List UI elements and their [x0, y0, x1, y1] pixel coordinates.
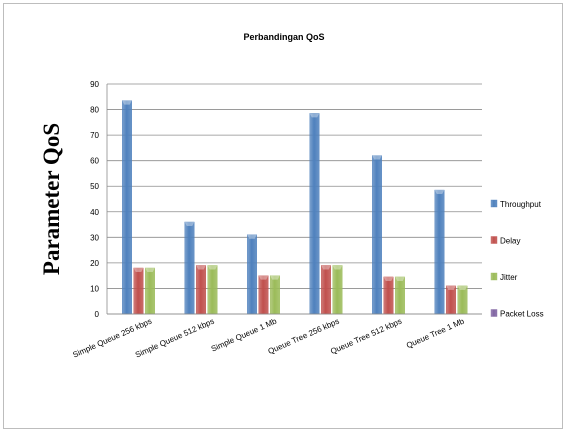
bar-bevel [321, 265, 331, 270]
y-tick-label: 40 [90, 208, 99, 217]
bar-bevel [196, 265, 206, 270]
legend: Throughput Delay Jitter Packet Loss [490, 199, 544, 319]
bars [122, 100, 468, 315]
y-tick-label: 80 [90, 106, 99, 115]
legend-label: Jitter [500, 273, 518, 282]
bar-delay [383, 276, 394, 315]
bar-bevel [383, 276, 394, 281]
y-tick-label: 50 [90, 182, 99, 191]
legend-label: Throughput [500, 200, 542, 209]
bar-bevel [133, 268, 144, 272]
bar-throughput [372, 155, 382, 315]
bar-bevel [270, 275, 280, 280]
legend-swatch [490, 309, 498, 317]
bar-throughput [434, 189, 445, 315]
legend-label: Delay [500, 237, 520, 246]
bar-delay [446, 285, 456, 315]
y-tick-label: 90 [90, 80, 99, 89]
bar-bevel [247, 234, 257, 239]
legend-swatch [490, 236, 498, 244]
bar-delay [196, 265, 206, 315]
bar-bevel [372, 155, 382, 160]
legend-swatch [490, 272, 498, 281]
y-tick-label: 30 [90, 233, 99, 242]
bar-throughput [122, 100, 132, 315]
y-tick-label: 60 [90, 157, 99, 166]
y-tick-label: 20 [90, 259, 99, 268]
bar-bevel [184, 222, 195, 226]
bar-delay [321, 265, 331, 315]
bar-jitter [145, 267, 155, 315]
y-tick-label: 10 [90, 284, 99, 293]
chart-title: Perbandingan QoS [243, 32, 325, 42]
bar-bevel [207, 265, 218, 270]
bar-jitter [332, 265, 343, 315]
bar-bevel [258, 275, 269, 280]
gridlines [107, 83, 482, 315]
bar-bevel [457, 285, 468, 290]
x-tick-label: Queue Tree 512 kbps [329, 317, 403, 357]
bar-bevel [332, 265, 343, 270]
bar-bevel [395, 276, 405, 281]
bar-jitter [207, 265, 218, 315]
bar-jitter [270, 275, 280, 315]
bar-throughput [309, 113, 320, 315]
bar-delay [133, 267, 144, 315]
legend-label: Packet Loss [500, 310, 544, 319]
y-tick-label: 70 [90, 131, 99, 140]
chart-frame: Perbandingan QoS Parameter QoS 0 10 20 30 40… [3, 3, 563, 429]
bar-delay [258, 275, 269, 315]
bar-throughput [247, 234, 257, 315]
legend-swatch [490, 199, 498, 208]
bar-bevel [122, 100, 132, 105]
bar-bevel [446, 285, 456, 290]
bar-bevel [145, 268, 155, 272]
bar-jitter [395, 276, 405, 315]
bar-bevel [309, 113, 320, 118]
x-tick-label: Queue Tree 1 Mb [405, 316, 466, 350]
y-tick-label: 0 [95, 310, 100, 319]
bar-jitter [457, 285, 468, 315]
bar-throughput [184, 221, 195, 315]
bar-bevel [434, 190, 445, 195]
